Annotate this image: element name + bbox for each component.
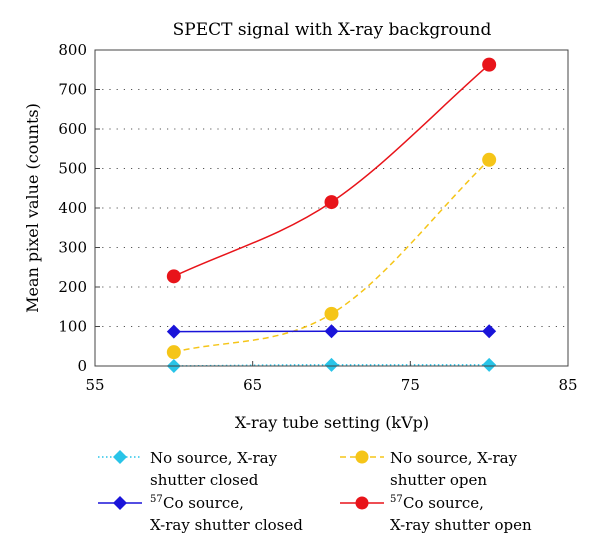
y-tick-label-300: 300 <box>58 239 87 257</box>
point-no_source_open-80 <box>482 152 497 167</box>
y-tick-label-500: 500 <box>58 160 87 178</box>
legend-label-co57-closed-line1: Co source, <box>163 494 244 512</box>
legend-marker-co57-closed <box>113 496 127 510</box>
y-tick-label-400: 400 <box>58 199 87 217</box>
legend: No source, X-ray shutter closed No sourc… <box>98 449 532 534</box>
legend-item-co57-closed: 57 Co source, X-ray shutter closed <box>98 488 303 534</box>
legend-label-co57-open-superscript: 57 <box>390 494 403 505</box>
legend-marker-no-source-open <box>355 450 369 464</box>
point-co57_open-70 <box>324 195 339 210</box>
y-tick-label-100: 100 <box>58 318 87 336</box>
x-tick-label-75: 75 <box>401 376 420 394</box>
legend-label-co57-closed-line2: X-ray shutter closed <box>150 516 303 534</box>
chart-title: SPECT signal with X-ray background <box>173 20 492 40</box>
y-tick-label-700: 700 <box>58 81 87 99</box>
legend-label-co57-open: 57 Co source, X-ray shutter open <box>390 488 532 534</box>
point-co57_closed-60 <box>166 324 181 339</box>
point-co57_open-60 <box>166 269 181 284</box>
x-axis-ticks: 55 65 75 85 <box>85 361 578 394</box>
y-tick-label-0: 0 <box>77 357 87 375</box>
x-tick-label-65: 65 <box>243 376 262 394</box>
x-axis-label: X-ray tube setting (kVp) <box>235 413 429 432</box>
legend-label-no-source-open-line1: No source, X-ray <box>390 449 518 467</box>
series-markers <box>166 57 497 373</box>
point-co57_closed-70 <box>324 324 339 339</box>
legend-label-co57-open-line2: X-ray shutter open <box>390 516 532 534</box>
point-co57_open-80 <box>482 57 497 72</box>
legend-marker-co57-open <box>355 496 369 510</box>
legend-label-no-source-open-line2: shutter open <box>390 471 487 489</box>
x-tick-label-85: 85 <box>558 376 577 394</box>
legend-label-co57-closed: 57 Co source, X-ray shutter closed <box>150 488 303 534</box>
legend-label-no-source-closed-line2: shutter closed <box>150 471 259 489</box>
legend-label-co57-closed-superscript: 57 <box>150 494 163 505</box>
legend-item-no-source-open: No source, X-ray shutter open <box>340 449 522 489</box>
legend-item-no-source-closed: No source, X-ray shutter closed <box>98 449 282 489</box>
legend-label-no-source-closed-line1: No source, X-ray <box>150 449 278 467</box>
y-axis-ticks: 0 100 200 300 400 500 600 700 800 <box>58 41 100 375</box>
y-axis-label: Mean pixel value (counts) <box>23 103 42 313</box>
legend-label-co57-open-line1: Co source, <box>403 494 484 512</box>
series-line-co57_open <box>173 64 490 278</box>
point-no_source_closed-70 <box>324 357 339 372</box>
legend-marker-no-source-closed <box>113 450 127 464</box>
legend-item-co57-open: 57 Co source, X-ray shutter open <box>340 488 532 534</box>
y-tick-label-800: 800 <box>58 41 87 59</box>
legend-label-no-source-closed: No source, X-ray shutter closed <box>150 449 282 489</box>
point-no_source_closed-80 <box>482 357 497 372</box>
point-no_source_open-60 <box>166 345 181 360</box>
x-tick-label-55: 55 <box>85 376 104 394</box>
point-no_source_open-70 <box>324 306 339 321</box>
legend-label-no-source-open: No source, X-ray shutter open <box>390 449 522 489</box>
y-tick-label-200: 200 <box>58 278 87 296</box>
y-tick-label-600: 600 <box>58 120 87 138</box>
point-co57_closed-80 <box>482 324 497 339</box>
